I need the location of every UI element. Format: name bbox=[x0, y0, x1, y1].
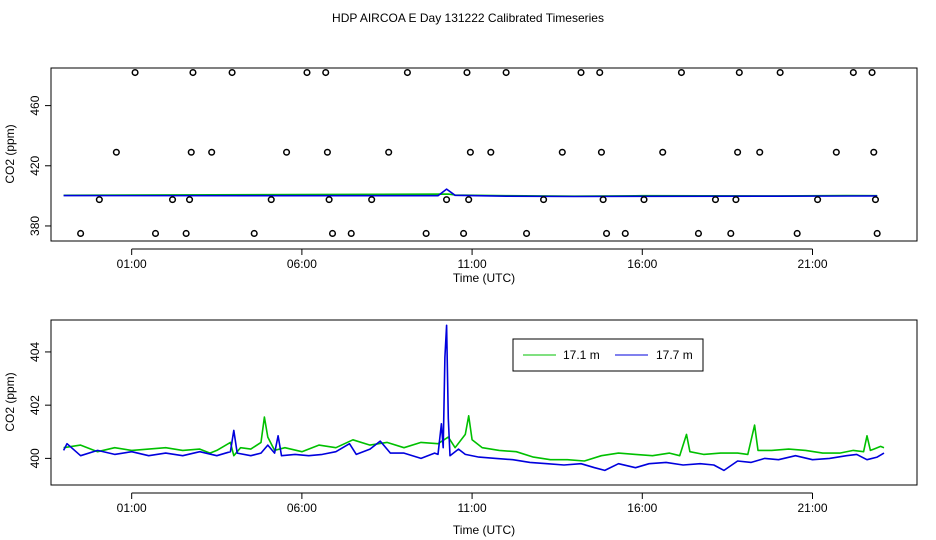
top-data-point bbox=[597, 148, 605, 156]
top-data-point bbox=[77, 229, 85, 238]
top-data-point bbox=[465, 196, 473, 204]
bottom-x-tick-label: 01:00 bbox=[117, 501, 147, 515]
top-data-point bbox=[189, 68, 197, 77]
top-series-17-7-m bbox=[63, 188, 878, 198]
top-data-point bbox=[325, 196, 333, 204]
top-x-tick-label: 11:00 bbox=[458, 257, 487, 271]
legend-label-17-7m: 17.7 m bbox=[656, 348, 693, 362]
top-data-point bbox=[208, 148, 216, 156]
top-data-point bbox=[347, 229, 355, 238]
top-data-point bbox=[168, 196, 177, 204]
top-x-axis: 01:00 06:00 11:00 16:00 21:00 bbox=[117, 248, 828, 271]
top-data-point bbox=[267, 196, 275, 204]
bottom-panel: 400 402 404 01:00 06:00 11:00 16:00 21:00 Time… bbox=[3, 319, 918, 537]
bottom-x-tick-label: 11:00 bbox=[458, 501, 487, 515]
top-data-point bbox=[735, 68, 743, 77]
top-data-point bbox=[870, 148, 878, 156]
top-x-tick-label: 06:00 bbox=[287, 257, 317, 271]
bottom-series-lines bbox=[62, 324, 885, 472]
top-scatter-points bbox=[77, 68, 881, 238]
top-data-point bbox=[732, 196, 740, 204]
top-x-tick-label: 16:00 bbox=[627, 257, 657, 271]
top-data-point bbox=[677, 68, 685, 77]
bottom-series-17-1-m bbox=[63, 414, 885, 462]
top-data-point bbox=[502, 68, 510, 77]
top-data-point bbox=[322, 68, 330, 77]
top-data-point bbox=[463, 68, 471, 77]
top-data-point bbox=[368, 196, 376, 204]
top-data-point bbox=[640, 196, 648, 204]
top-data-point bbox=[187, 148, 195, 156]
top-data-point bbox=[871, 196, 880, 204]
top-y-axis-title: CO2 (ppm) bbox=[3, 124, 17, 183]
bottom-y-axis-title: CO2 (ppm) bbox=[3, 372, 17, 431]
top-data-point bbox=[621, 229, 629, 238]
top-data-point bbox=[776, 68, 784, 77]
bottom-series-17-7-m bbox=[62, 324, 885, 472]
top-data-point bbox=[832, 148, 840, 156]
top-data-point bbox=[756, 148, 764, 156]
top-y-tick-label: 380 bbox=[28, 216, 42, 236]
top-data-point bbox=[523, 229, 531, 238]
top-data-point bbox=[873, 229, 881, 238]
figure-title: HDP AIRCOA E Day 131222 Calibrated Times… bbox=[332, 11, 604, 25]
bottom-plot-frame bbox=[50, 319, 918, 486]
legend-label-17-1m: 17.1 m bbox=[563, 348, 600, 362]
top-data-point bbox=[596, 68, 604, 77]
top-x-axis-title: Time (UTC) bbox=[453, 271, 515, 285]
top-data-point bbox=[734, 148, 742, 156]
top-data-point bbox=[112, 148, 120, 156]
top-data-point bbox=[466, 148, 474, 156]
top-data-point bbox=[540, 196, 548, 204]
top-data-point bbox=[283, 148, 291, 156]
top-data-point bbox=[599, 196, 607, 204]
top-data-point bbox=[185, 196, 194, 204]
top-data-point bbox=[443, 196, 451, 204]
top-data-point bbox=[558, 148, 566, 156]
bottom-x-tick-label: 21:00 bbox=[797, 501, 827, 515]
top-data-point bbox=[328, 229, 337, 238]
bottom-x-axis: 01:00 06:00 11:00 16:00 21:00 bbox=[117, 492, 828, 515]
top-data-point bbox=[250, 229, 258, 238]
bottom-x-axis-title: Time (UTC) bbox=[453, 523, 515, 537]
top-y-axis: 380 420 460 bbox=[28, 95, 51, 236]
legend: 17.1 m 17.7 m bbox=[512, 338, 704, 372]
top-plot-frame bbox=[50, 67, 918, 242]
top-data-point bbox=[422, 229, 430, 238]
top-data-point bbox=[303, 68, 311, 77]
top-data-point bbox=[602, 229, 611, 238]
top-data-point bbox=[793, 229, 801, 238]
top-data-point bbox=[151, 229, 160, 238]
top-data-point bbox=[95, 196, 103, 204]
top-x-tick-label: 21:00 bbox=[797, 257, 827, 271]
bottom-x-tick-label: 06:00 bbox=[287, 501, 317, 515]
bottom-y-tick-label: 402 bbox=[28, 395, 42, 415]
top-data-point bbox=[577, 68, 585, 77]
top-data-point bbox=[385, 148, 393, 156]
top-y-tick-label: 420 bbox=[28, 155, 42, 175]
top-data-point bbox=[659, 148, 667, 156]
bottom-x-tick-label: 16:00 bbox=[627, 501, 657, 515]
top-data-point bbox=[403, 68, 411, 77]
top-data-point bbox=[814, 196, 822, 204]
top-data-point bbox=[727, 229, 735, 238]
top-data-point bbox=[694, 229, 703, 238]
top-y-tick-label: 460 bbox=[28, 95, 42, 115]
bottom-y-axis: 400 402 404 bbox=[28, 342, 51, 468]
bottom-y-tick-label: 404 bbox=[28, 342, 42, 362]
top-data-point bbox=[487, 148, 495, 156]
top-data-point bbox=[868, 68, 876, 77]
top-data-point bbox=[228, 68, 236, 77]
top-data-point bbox=[323, 148, 331, 156]
top-data-point bbox=[182, 229, 190, 238]
top-data-point bbox=[131, 68, 139, 77]
top-data-point bbox=[711, 196, 720, 204]
bottom-y-tick-label: 400 bbox=[28, 448, 42, 468]
top-series-lines bbox=[63, 188, 878, 198]
top-data-point bbox=[460, 229, 468, 238]
top-data-point bbox=[849, 68, 857, 77]
top-x-tick-label: 01:00 bbox=[117, 257, 147, 271]
top-panel: 380 420 460 01:00 06:00 11:00 16:00 21:00 Time… bbox=[3, 67, 918, 285]
